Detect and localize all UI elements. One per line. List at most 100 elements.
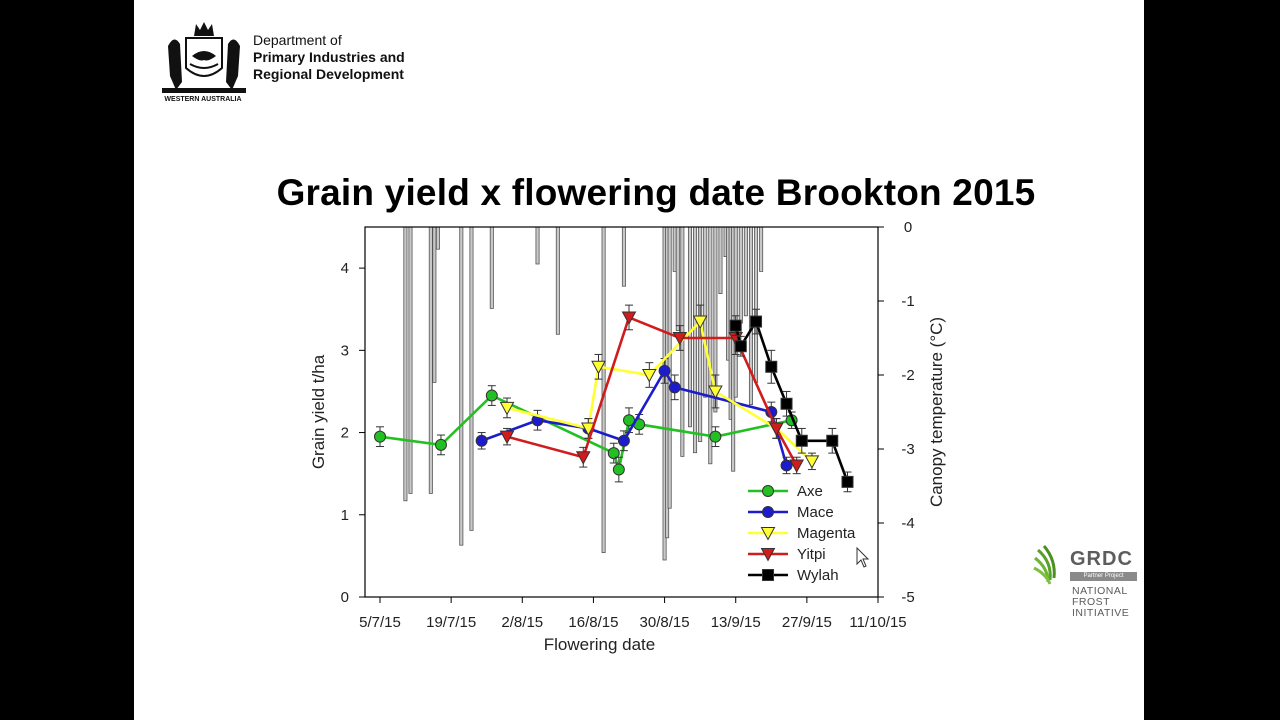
canopy-temp-bar bbox=[687, 226, 692, 428]
canopy-temp-bar bbox=[535, 226, 540, 265]
y2-tick-label: -4 bbox=[901, 515, 914, 532]
legend-label-mace: Mace bbox=[797, 504, 834, 521]
series-mace bbox=[475, 358, 793, 475]
yield-flowering-chart: 0 1 2 3 4 0 -1 -2 -3 -4 -5 5/7/15 19/7/15 2/8/15 16/8/… bbox=[309, 219, 946, 654]
grdc-wordmark: GRDC bbox=[1070, 548, 1133, 570]
point-wylah bbox=[780, 397, 793, 410]
x-tick-label: 11/10/15 bbox=[849, 614, 906, 631]
legend-label-magenta: Magenta bbox=[797, 525, 856, 542]
point-mace bbox=[780, 459, 793, 472]
canopy-temp-bar bbox=[703, 226, 708, 398]
point-magenta bbox=[804, 455, 820, 469]
y2-tick-label: 0 bbox=[904, 219, 912, 236]
plot-frame bbox=[364, 226, 879, 598]
y2-tick-label: -5 bbox=[901, 589, 914, 606]
chart-series bbox=[374, 304, 854, 493]
x-tick-label: 13/9/15 bbox=[711, 614, 761, 631]
x-tick-label: 30/8/15 bbox=[640, 614, 690, 631]
series-line-magenta bbox=[506, 318, 813, 463]
y-tick-label: 0 bbox=[341, 589, 349, 606]
series-axe bbox=[374, 385, 798, 483]
point-axe bbox=[485, 389, 498, 402]
point-axe bbox=[612, 463, 625, 476]
point-axe bbox=[709, 430, 722, 443]
point-wylah bbox=[734, 340, 747, 353]
point-axe bbox=[607, 447, 620, 460]
crest-caption-line2: WESTERN AUSTRALIA bbox=[164, 96, 242, 103]
canopy-temp-bar bbox=[708, 226, 713, 465]
canopy-temp-bar bbox=[675, 226, 680, 331]
point-mace bbox=[658, 364, 671, 377]
mouse-pointer-icon bbox=[856, 547, 870, 568]
canopy-temp-bar bbox=[469, 226, 474, 531]
canopy-temperature-bars bbox=[403, 226, 764, 561]
canopy-temp-bar bbox=[555, 226, 560, 335]
x-axis-label: Flowering date bbox=[544, 635, 656, 654]
point-wylah bbox=[729, 319, 742, 332]
legend-label-axe: Axe bbox=[797, 483, 823, 500]
y2-axis-label: Canopy temperature (°C) bbox=[927, 317, 946, 507]
canopy-temp-bar bbox=[432, 226, 437, 383]
x-tick-label: 5/7/15 bbox=[359, 614, 401, 631]
point-magenta bbox=[708, 385, 723, 399]
canopy-temp-bar bbox=[621, 226, 626, 287]
y-tick-label: 2 bbox=[341, 425, 349, 442]
x-tick-label: 2/8/15 bbox=[501, 614, 543, 631]
canopy-temp-bar bbox=[403, 226, 408, 502]
point-wylah bbox=[765, 360, 778, 373]
legend-label-wylah: Wylah bbox=[797, 567, 839, 584]
y2-tick-label: -3 bbox=[901, 441, 914, 458]
canopy-temp-bar bbox=[693, 226, 698, 454]
canopy-temp-bar bbox=[459, 226, 464, 546]
point-magenta bbox=[499, 401, 515, 416]
x-tick-label: 16/8/15 bbox=[568, 614, 618, 631]
point-magenta bbox=[692, 315, 708, 330]
point-mace bbox=[475, 434, 488, 447]
canopy-temp-bar bbox=[733, 226, 738, 398]
point-magenta bbox=[641, 369, 657, 383]
department-line3: Regional Development bbox=[253, 66, 404, 82]
canopy-temp-bar bbox=[738, 226, 743, 324]
nfi-line2: FROST bbox=[1072, 596, 1111, 608]
legend-marker-magenta bbox=[760, 527, 776, 541]
canopy-temp-bar bbox=[754, 226, 759, 383]
department-line1: Department of bbox=[253, 32, 342, 48]
chart-axes: 0 1 2 3 4 0 -1 -2 -3 -4 -5 5/7/15 19/7/15 2/8/15 16/8/… bbox=[309, 219, 946, 654]
chart-legend: Axe Mace Magenta Yitpi Wylah bbox=[748, 483, 856, 584]
y-tick-label: 4 bbox=[341, 260, 349, 277]
point-magenta bbox=[591, 360, 606, 375]
point-yitpi bbox=[499, 430, 515, 445]
x-tick-label: 19/7/15 bbox=[426, 614, 476, 631]
slide-title: Grain yield x flowering date Brookton 20… bbox=[276, 172, 1036, 213]
point-wylah bbox=[750, 315, 763, 328]
series-wylah bbox=[729, 308, 854, 493]
nfi-line1: NATIONAL bbox=[1072, 585, 1128, 597]
wa-government-crest-logo bbox=[162, 22, 246, 93]
series-yitpi bbox=[499, 304, 805, 475]
department-name: Department of Primary Industries and Reg… bbox=[253, 32, 405, 83]
grdc-partner-project-label: Partner Project bbox=[1070, 572, 1137, 581]
y-axis-label: Grain yield t/ha bbox=[309, 354, 328, 469]
canopy-temp-bar bbox=[489, 226, 494, 309]
canopy-temp-bar bbox=[435, 226, 440, 250]
point-yitpi bbox=[789, 459, 805, 473]
legend-marker-axe bbox=[762, 485, 774, 497]
point-yitpi bbox=[621, 311, 637, 325]
y2-tick-label: -1 bbox=[901, 293, 914, 310]
point-mace bbox=[617, 434, 630, 447]
x-tick-label: 27/9/15 bbox=[782, 614, 832, 631]
point-axe bbox=[374, 430, 386, 443]
crest-caption: GOVERNMENT OF WESTERN AUSTRALIA bbox=[148, 88, 258, 104]
nfi-line3: INITIATIVE bbox=[1072, 607, 1130, 619]
slide: GOVERNMENT OF WESTERN AUSTRALIA Departme… bbox=[134, 0, 1144, 720]
national-frost-initiative-label: NATIONAL FROST INITIATIVE bbox=[1072, 586, 1129, 619]
series-line-mace bbox=[481, 368, 788, 466]
grdc-wheat-icon bbox=[1033, 545, 1056, 585]
legend-label-yitpi: Yitpi bbox=[797, 546, 826, 563]
point-wylah bbox=[841, 475, 854, 488]
point-wylah bbox=[826, 434, 839, 447]
point-wylah bbox=[795, 434, 808, 447]
canopy-temp-bar bbox=[718, 226, 723, 294]
legend-marker-wylah bbox=[762, 569, 774, 581]
point-yitpi bbox=[672, 332, 688, 346]
